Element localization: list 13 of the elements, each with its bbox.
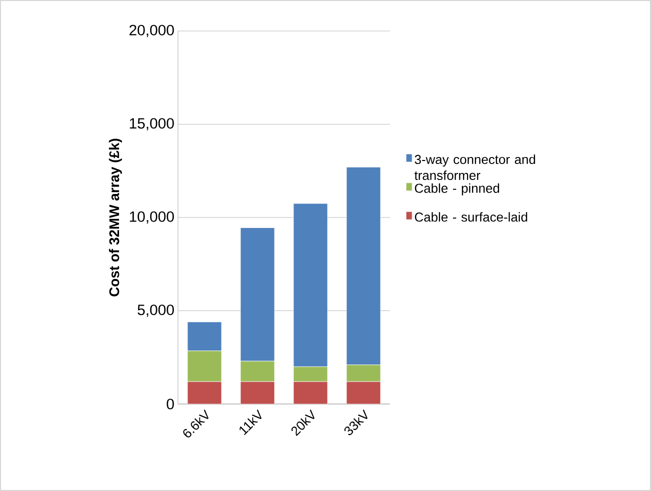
y-tick-label: 10,000 [130,211,174,224]
y-tick-label: 0 [166,398,174,410]
bar [240,381,275,404]
y-tick-label: 20,000 [130,24,174,38]
bar [187,381,222,404]
legend-label: 3-way connector and transformer [414,154,536,180]
legend-label: Cable - surface-laid [414,212,528,222]
bar [346,381,381,404]
y-axis-title: Cost of 32MW array (£k) [108,138,122,296]
y-tick-label: 5,000 [138,304,174,317]
bar [293,381,328,404]
legend-label: Cable - pinned [414,183,500,196]
y-tick-label: 15,000 [130,118,174,130]
